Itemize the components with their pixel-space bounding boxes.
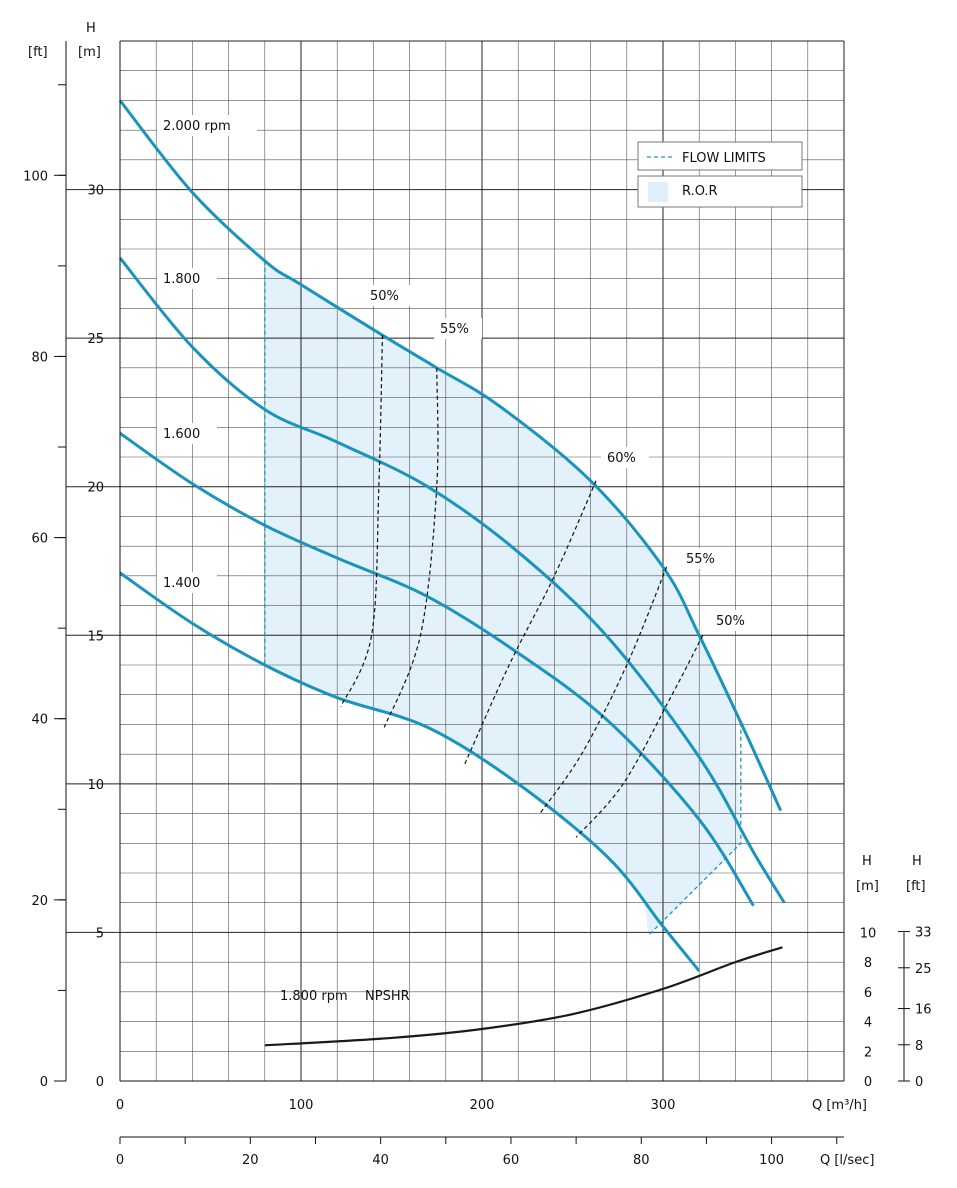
legend-flow-label: FLOW LIMITS <box>682 151 766 166</box>
y-tick-m: 10 <box>87 778 104 793</box>
x-tick-ls: 100 <box>759 1153 784 1168</box>
efficiency-label-4-bg <box>710 610 758 631</box>
x-tick-ls: 40 <box>372 1153 389 1168</box>
x-tick-m3h: 200 <box>470 1098 495 1113</box>
head-curve-1 <box>118 256 786 904</box>
y-tick-m: 25 <box>87 332 104 347</box>
npsh-axis-unit-m: [m] <box>856 879 879 894</box>
efficiency-label-1-bg <box>434 318 482 339</box>
efficiency-line-1 <box>383 367 439 728</box>
y-tick-ft: 100 <box>23 169 48 184</box>
efficiency-line-4 <box>575 635 704 838</box>
y-axis-label-m: H <box>86 21 96 36</box>
speed-label-0: 2.000 rpm <box>163 119 231 134</box>
x-tick-ls: 0 <box>116 1153 124 1168</box>
legend-flow-box <box>637 141 803 171</box>
npshr-label: NPSHR <box>365 989 410 1004</box>
flow-limit-right <box>648 722 742 936</box>
pump-curves <box>118 99 786 1047</box>
speed-label-3-bg <box>157 572 217 593</box>
chart-labels: 2.000 rpm 1.800 1.600 1.400 50% 55% 60% 55% 50% 1… <box>157 115 758 1004</box>
x-tick-ls: 80 <box>633 1153 650 1168</box>
y-tick-m: 20 <box>87 481 104 496</box>
npsh-tick-ft: 33 <box>915 926 932 941</box>
npsh-tick-m: 6 <box>864 986 872 1001</box>
x-tick-m3h: 300 <box>651 1098 676 1113</box>
speed-label-1-bg <box>157 268 217 289</box>
head-curve-2 <box>119 431 755 907</box>
y-axis-unit-ft: [ft] <box>28 45 48 60</box>
speed-label-2: 1.600 <box>163 427 200 442</box>
legend-ror-label: R.O.R <box>682 184 718 199</box>
x-axis-label-m3h: Q [m³/h] <box>812 1098 867 1113</box>
y-axis-unit-m: [m] <box>78 45 101 60</box>
y-tick-ft: 80 <box>31 350 48 365</box>
efficiency-label-2: 60% <box>607 451 636 466</box>
npsh-tick-m: 10 <box>860 926 877 941</box>
npshr-curve <box>264 946 783 1047</box>
y-tick-m: 30 <box>87 184 104 199</box>
ror-region <box>264 260 741 936</box>
npsh-tick-ft: 0 <box>915 1075 923 1090</box>
x-axis-label-ls: Q [l/sec] <box>820 1153 874 1168</box>
efficiency-label-4: 50% <box>716 614 745 629</box>
npsh-tick-ft: 25 <box>915 962 932 977</box>
speed-label-1: 1.800 <box>163 272 200 287</box>
npsh-axis-unit-ft: [ft] <box>906 879 926 894</box>
y-tick-ft: 40 <box>31 713 48 728</box>
npsh-tick-ft: 16 <box>915 1003 932 1018</box>
efficiency-label-3: 55% <box>686 552 715 567</box>
efficiency-label-2-bg <box>601 447 649 468</box>
efficiency-line-2 <box>463 480 597 767</box>
legend-ror-swatch <box>648 182 668 202</box>
y-tick-ft: 0 <box>40 1075 48 1090</box>
y-tick-m: 0 <box>96 1075 104 1090</box>
npsh-tick-m: 4 <box>864 1016 872 1031</box>
y-tick-ft: 20 <box>31 894 48 909</box>
efficiency-label-3-bg <box>680 548 728 569</box>
efficiency-label-0-bg <box>364 285 412 306</box>
npsh-tick-ft: 8 <box>915 1039 923 1054</box>
legend: FLOW LIMITS R.O.R <box>637 141 803 208</box>
efficiency-line-3 <box>539 566 668 814</box>
efficiency-label-1: 55% <box>440 322 469 337</box>
y-tick-ft: 60 <box>31 532 48 547</box>
head-curve-0 <box>118 99 783 812</box>
efficiency-label-0: 50% <box>370 289 399 304</box>
x-tick-ls: 20 <box>242 1153 259 1168</box>
npsh-tick-m: 8 <box>864 956 872 971</box>
x-tick-m3h: 100 <box>289 1098 314 1113</box>
efficiency-line-0 <box>340 335 384 707</box>
speed-label-3: 1.400 <box>163 576 200 591</box>
npsh-tick-m: 2 <box>864 1045 872 1060</box>
speed-label-0-bg <box>157 115 257 136</box>
npsh-axis-label-ft: H <box>912 854 922 869</box>
head-curve-3 <box>119 571 701 973</box>
efficiency-lines <box>264 260 742 936</box>
grid <box>66 40 845 1081</box>
y-tick-m: 15 <box>87 629 104 644</box>
y-tick-m: 5 <box>96 926 104 941</box>
npsh-axis-label-m: H <box>862 854 872 869</box>
ror-fill <box>264 260 741 936</box>
x-tick-m3h: 0 <box>116 1098 124 1113</box>
x-tick-ls: 60 <box>503 1153 520 1168</box>
npshr-speed-label: 1.800 rpm <box>280 989 348 1004</box>
speed-label-2-bg <box>157 423 217 444</box>
npsh-tick-m: 0 <box>864 1075 872 1090</box>
